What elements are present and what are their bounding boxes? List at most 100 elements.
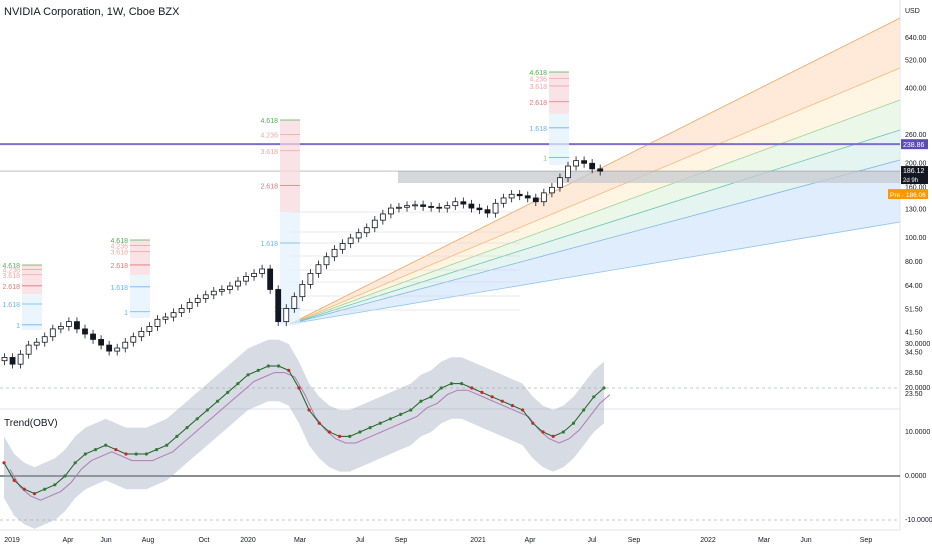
candle-body [170, 312, 177, 318]
osc-point [449, 382, 454, 386]
time-tick-label: Jul [356, 537, 365, 544]
candle-body [82, 328, 88, 335]
candle-body [371, 219, 378, 229]
candle-body [74, 321, 80, 330]
fib-extension-label: 4.236 [2, 268, 20, 275]
osc-point [195, 417, 199, 421]
fib-extension-label: 1 [543, 156, 547, 163]
osc-point [531, 421, 535, 425]
osc-point [165, 443, 169, 447]
osc-point [2, 461, 6, 465]
candle-body [597, 168, 604, 172]
fib-extension-label: 2.618 [2, 284, 20, 291]
candle-body [315, 264, 322, 274]
fib-extension-label: 2.618 [260, 184, 278, 191]
premarket-tag [888, 189, 928, 200]
candle-body [41, 336, 48, 343]
osc-point [256, 368, 260, 372]
candle-body [283, 308, 290, 323]
osc-point [460, 382, 464, 386]
candle-body [508, 193, 515, 199]
fib-extension-label: 4.618 [2, 263, 20, 270]
candle-body [363, 227, 370, 234]
resistance-tag-label: 238.86 [903, 142, 925, 149]
osc-tick-label: 20.0000 [905, 385, 930, 392]
candle-body [259, 268, 266, 274]
candle-body [524, 195, 531, 199]
time-tick-label: 2022 [700, 537, 716, 544]
osc-point [266, 364, 271, 368]
candle-body [589, 162, 596, 170]
candle-body [484, 209, 491, 214]
candle-body [251, 272, 257, 277]
candle-body [243, 276, 249, 282]
price-tick-label: 400.00 [905, 86, 927, 93]
candle-body [25, 344, 32, 355]
price-tick-label: 640.00 [905, 35, 927, 42]
candle-body [17, 353, 24, 365]
candle-body [444, 205, 451, 209]
osc-point [327, 430, 332, 434]
fib-extension-label: 4.618 [260, 118, 278, 125]
osc-tick-label: 30.0000 [905, 341, 930, 348]
price-tick-label: 160.00 [905, 184, 927, 191]
candle-body [235, 280, 241, 287]
osc-tick-label: 10.0000 [905, 429, 930, 436]
fib-extension-label: 3.618 [529, 84, 547, 91]
price-tick-label: 100.00 [905, 235, 927, 242]
price-tick-label: 200.00 [905, 160, 927, 167]
osc-point [317, 421, 321, 425]
candle-body [98, 339, 104, 346]
osc-point [226, 390, 230, 394]
osc-point [490, 395, 494, 399]
price-tick-label: 51.50 [905, 306, 923, 313]
osc-point [12, 478, 16, 482]
currency-label: USD [905, 8, 920, 15]
fib-extension-label: 4.236 [529, 77, 547, 84]
chart-title: NVIDIA Corporation, 1W, Cboe BZX [4, 6, 180, 18]
time-tick-label: Mar [758, 537, 771, 544]
fib-extension-label: 3.618 [110, 250, 128, 257]
fib-extension-label: 4.618 [110, 238, 128, 245]
osc-point [388, 417, 393, 421]
osc-trend-line [3, 365, 605, 495]
osc-point [22, 487, 26, 491]
candle-body [90, 333, 96, 340]
candle-body [460, 201, 467, 205]
osc-point [134, 452, 138, 456]
osc-tick-label: -10.0000 [905, 517, 932, 524]
osc-point [409, 408, 413, 412]
candle-body [218, 289, 225, 292]
candle-body [428, 206, 435, 208]
price-tick-label: 34.50 [905, 350, 923, 357]
time-tick-label: Mar [294, 537, 307, 544]
osc-point [561, 430, 565, 434]
fib-extension-label: 1.618 [529, 126, 547, 133]
fan-line [289, 221, 901, 325]
price-tick-label: 64.00 [905, 283, 923, 290]
osc-point [185, 426, 189, 430]
osc-point [582, 408, 586, 412]
price-tick-label: 23.50 [905, 391, 923, 398]
fib-extension-label: 4.236 [110, 243, 128, 250]
price-tick-label: 260.00 [905, 132, 927, 139]
candle-body [130, 336, 137, 343]
osc-point [43, 487, 47, 491]
fib-extension-band [549, 113, 569, 165]
fib-extension-band [280, 120, 300, 213]
candle-body [492, 202, 499, 214]
price-tick-label: 41.50 [905, 330, 923, 337]
candle-body [146, 326, 153, 332]
osc-point [378, 421, 382, 425]
fib-extension-band [130, 275, 150, 318]
last-price-tag [901, 166, 928, 185]
osc-point [419, 399, 423, 403]
candle-body [57, 326, 64, 330]
candle-body [412, 204, 418, 207]
candle-body [186, 301, 193, 309]
candle-body [178, 308, 185, 314]
candle-body [162, 316, 169, 320]
fib-extension-band [22, 265, 42, 295]
